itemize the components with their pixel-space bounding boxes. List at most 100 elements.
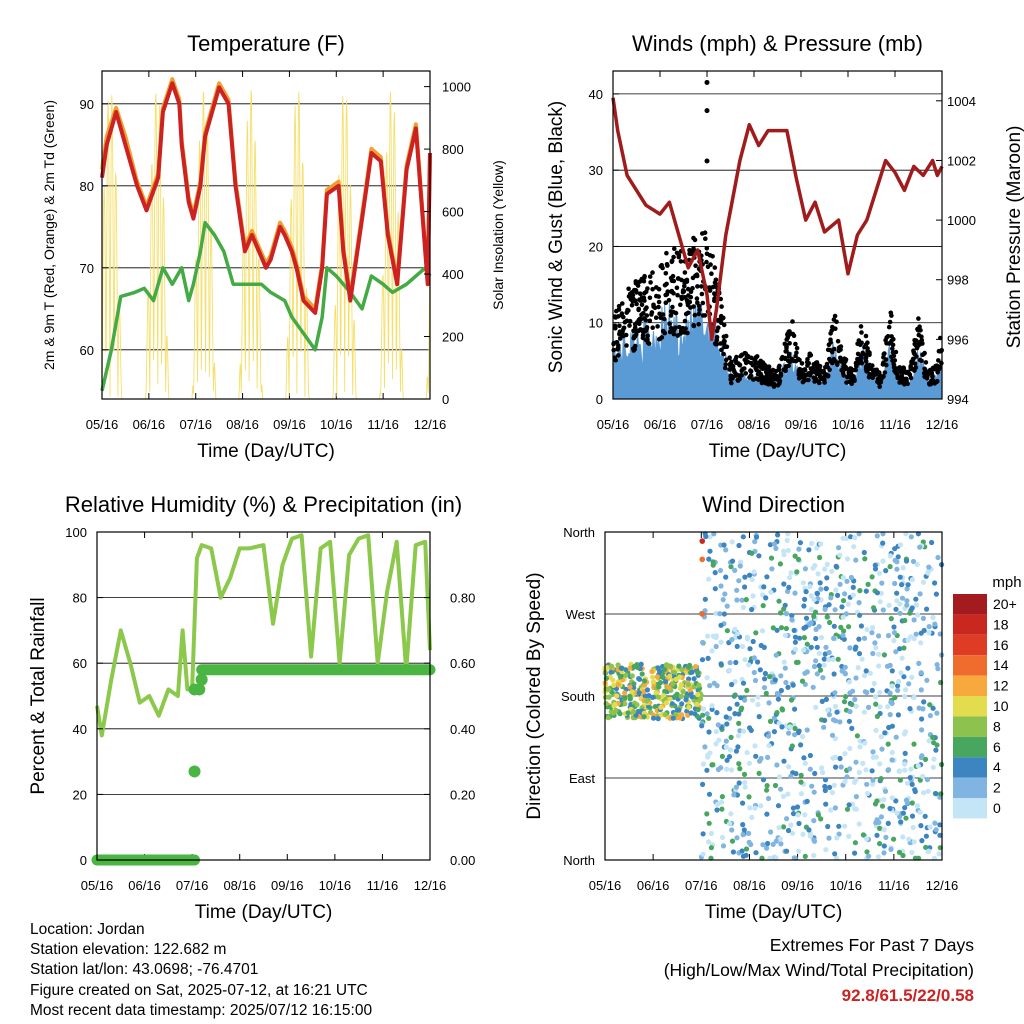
direction-point — [670, 715, 676, 721]
direction-point — [863, 836, 870, 842]
dewpoint-line — [100, 220, 432, 392]
gust-point — [654, 293, 659, 299]
gust-point — [611, 340, 617, 346]
direction-point — [798, 791, 805, 797]
direction-point — [792, 553, 798, 559]
gust-point — [641, 316, 647, 321]
gust-point — [663, 300, 669, 306]
direction-point — [710, 562, 716, 568]
direction-point — [902, 693, 908, 700]
gust-point — [893, 370, 899, 376]
gust-point — [908, 365, 913, 370]
direction-point — [925, 788, 931, 794]
direction-point — [765, 795, 772, 802]
direction-point — [870, 650, 876, 657]
direction-point — [899, 655, 905, 661]
direction-point — [746, 760, 753, 766]
speed-legend: mph 20+ 18 16 14 12 10 8 6 4 2 0 — [953, 574, 1022, 819]
direction-point — [603, 701, 609, 707]
direction-point — [808, 606, 814, 613]
gust-point — [707, 285, 712, 290]
direction-point — [738, 559, 744, 565]
direction-point — [663, 700, 670, 706]
gust-point — [644, 305, 649, 310]
x-tick-label: 05/16 — [81, 878, 114, 893]
direction-point — [832, 690, 838, 696]
y-tick-label: South — [561, 689, 595, 704]
direction-point — [768, 829, 774, 835]
direction-point — [832, 805, 839, 811]
direction-point — [739, 676, 745, 682]
direction-point — [909, 605, 915, 611]
direction-point — [844, 806, 851, 812]
gust-point — [753, 361, 759, 366]
direction-point — [717, 611, 723, 617]
direction-point — [874, 713, 881, 720]
direction-point — [705, 633, 711, 639]
direction-point — [764, 574, 770, 580]
direction-point — [856, 769, 862, 776]
gust-point — [723, 357, 729, 363]
direction-point — [930, 764, 936, 770]
direction-point — [935, 666, 941, 672]
direction-point — [873, 645, 879, 651]
direction-point — [747, 725, 753, 731]
gust-point — [672, 246, 677, 251]
direction-point — [897, 542, 904, 548]
direction-point — [667, 673, 673, 679]
direction-point — [897, 610, 903, 616]
gust-point — [627, 323, 632, 328]
direction-point — [720, 843, 727, 849]
x-tick-label: 12/16 — [414, 878, 447, 893]
gust-point — [860, 350, 865, 356]
gust-point — [704, 158, 710, 164]
direction-point — [926, 848, 932, 854]
direction-point — [831, 671, 837, 677]
direction-point — [826, 649, 832, 656]
gust-point — [838, 344, 844, 349]
gust-point — [636, 321, 642, 327]
gust-point — [877, 384, 882, 390]
precip-point — [195, 673, 208, 686]
direction-point — [814, 644, 820, 650]
gust-point — [616, 343, 621, 348]
y2-tick-label: 200 — [442, 330, 464, 345]
direction-point — [887, 564, 893, 570]
direction-point — [804, 641, 810, 647]
direction-point — [735, 744, 741, 750]
direction-point — [629, 689, 635, 695]
direction-point — [785, 791, 791, 797]
direction-point — [886, 602, 892, 608]
gust-point — [634, 332, 639, 337]
direction-point — [679, 701, 685, 707]
direction-point — [755, 659, 761, 665]
direction-point — [917, 777, 923, 783]
direction-point — [863, 668, 869, 674]
direction-point — [891, 836, 897, 842]
direction-point — [909, 674, 915, 680]
direction-point — [744, 634, 751, 641]
y-tick-label: 80 — [80, 179, 94, 194]
direction-point — [704, 711, 710, 717]
direction-point — [715, 801, 721, 807]
direction-point — [822, 717, 828, 724]
gust-point — [703, 236, 708, 241]
direction-point — [903, 558, 910, 564]
gust-point — [674, 285, 680, 291]
direction-point — [896, 768, 903, 774]
direction-point — [629, 673, 635, 679]
direction-point — [723, 738, 729, 744]
extremes-panel: Extremes For Past 7 Days (High/Low/Max W… — [664, 933, 974, 1008]
legend-label: 12 — [993, 678, 1009, 694]
gust-point — [753, 365, 758, 371]
direction-point — [821, 662, 827, 668]
gust-point — [675, 333, 680, 338]
direction-point — [781, 659, 787, 665]
latlon-text: Station lat/lon: 43.0698; -76.4701 — [30, 961, 259, 979]
direction-point — [857, 744, 863, 750]
y-tick-label: 90 — [80, 97, 94, 112]
gust-point — [626, 308, 631, 313]
gust-point — [923, 360, 929, 365]
gust-point — [735, 377, 740, 383]
direction-point — [744, 687, 750, 694]
